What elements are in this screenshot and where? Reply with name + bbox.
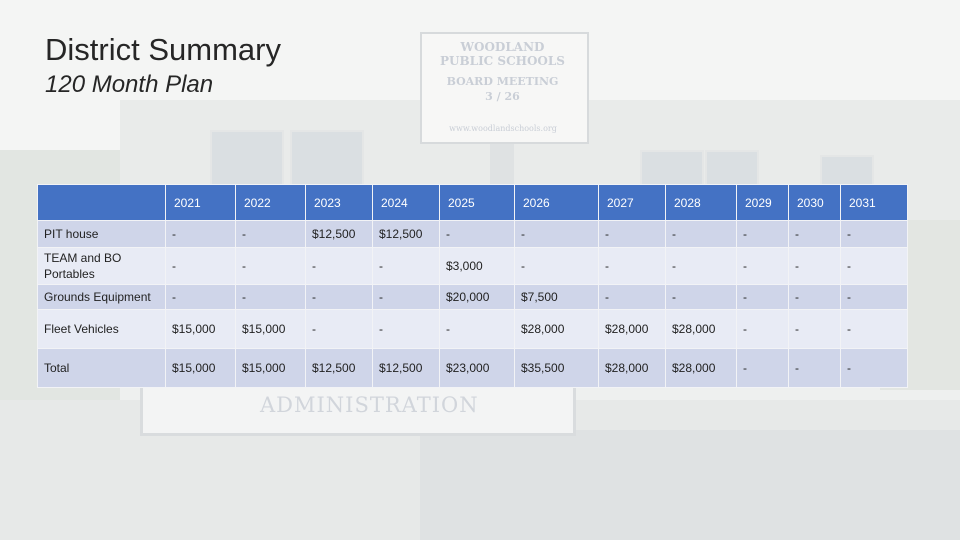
table-row: Fleet Vehicles $15,000 $15,000 - - - $28… xyxy=(37,309,908,349)
row-label: Fleet Vehicles xyxy=(37,309,166,349)
year-header: 2024 xyxy=(372,184,440,221)
row-label: TEAM and BO Portables xyxy=(37,247,166,285)
year-header: 2028 xyxy=(665,184,737,221)
table-cell: - xyxy=(788,348,841,388)
table-cell: - xyxy=(165,284,236,310)
year-header: 2021 xyxy=(165,184,236,221)
table-cell: $12,500 xyxy=(305,348,373,388)
table-cell: - xyxy=(372,284,440,310)
table-row: PIT house - - $12,500 $12,500 - - - - - … xyxy=(37,220,908,248)
row-label: PIT house xyxy=(37,220,166,248)
table-cell: - xyxy=(665,220,737,248)
sign-line: BOARD MEETING xyxy=(446,75,559,88)
table-cell: - xyxy=(840,220,908,248)
table-cell: - xyxy=(665,284,737,310)
table-cell: - xyxy=(439,309,515,349)
table-cell: - xyxy=(598,220,666,248)
table-cell: $12,500 xyxy=(305,220,373,248)
table-cell: - xyxy=(305,284,373,310)
table-cell: - xyxy=(514,220,599,248)
table-cell: $7,500 xyxy=(514,284,599,310)
table-cell: $28,000 xyxy=(514,309,599,349)
table-cell: - xyxy=(305,309,373,349)
table-cell: $35,500 xyxy=(514,348,599,388)
year-header: 2029 xyxy=(736,184,789,221)
header-corner xyxy=(37,184,166,221)
year-header: 2030 xyxy=(788,184,841,221)
table-cell: $23,000 xyxy=(439,348,515,388)
drain-grate xyxy=(420,430,960,540)
table-cell: - xyxy=(840,284,908,310)
table-cell: - xyxy=(372,247,440,285)
table-cell: - xyxy=(788,247,841,285)
table-cell: $12,500 xyxy=(372,220,440,248)
table-cell: - xyxy=(372,309,440,349)
table-header-row: 2021 2022 2023 2024 2025 2026 2027 2028 … xyxy=(37,184,908,221)
table-cell: - xyxy=(840,247,908,285)
table-cell: - xyxy=(736,247,789,285)
table-cell: - xyxy=(840,309,908,349)
table-cell: - xyxy=(235,284,306,310)
table-cell: - xyxy=(736,220,789,248)
sign-line: www.woodlandschools.org xyxy=(449,124,557,133)
table-cell: $28,000 xyxy=(665,348,737,388)
year-header: 2025 xyxy=(439,184,515,221)
marquee-sign xyxy=(420,32,589,144)
table-cell: $28,000 xyxy=(598,309,666,349)
year-header: 2027 xyxy=(598,184,666,221)
table-row: TEAM and BO Portables - - - - $3,000 - -… xyxy=(37,247,908,285)
table-row-total: Total $15,000 $15,000 $12,500 $12,500 $2… xyxy=(37,348,908,388)
table-cell: $15,000 xyxy=(165,309,236,349)
year-header: 2026 xyxy=(514,184,599,221)
table-cell: - xyxy=(514,247,599,285)
table-cell: - xyxy=(788,220,841,248)
table-cell: - xyxy=(598,284,666,310)
table-cell: - xyxy=(439,220,515,248)
table-cell: - xyxy=(305,247,373,285)
table-cell: - xyxy=(235,220,306,248)
table-cell: - xyxy=(665,247,737,285)
table-cell: - xyxy=(165,247,236,285)
table-cell: - xyxy=(840,348,908,388)
table-cell: $15,000 xyxy=(165,348,236,388)
table-cell: - xyxy=(235,247,306,285)
slide-subtitle: 120 Month Plan xyxy=(45,71,214,98)
table-cell: - xyxy=(598,247,666,285)
sign-line: 3 / 26 xyxy=(485,90,520,103)
year-header: 2031 xyxy=(840,184,908,221)
slide-title: District Summary xyxy=(45,32,281,67)
table-cell: $12,500 xyxy=(372,348,440,388)
table-cell: $28,000 xyxy=(665,309,737,349)
plan-table: 2021 2022 2023 2024 2025 2026 2027 2028 … xyxy=(37,184,908,388)
table-cell: - xyxy=(736,309,789,349)
table-cell: - xyxy=(788,309,841,349)
row-label: Total xyxy=(37,348,166,388)
table-cell: $3,000 xyxy=(439,247,515,285)
administration-sign-text: ADMINISTRATION xyxy=(260,393,479,417)
table-cell: $15,000 xyxy=(235,348,306,388)
table-cell: - xyxy=(736,284,789,310)
table-cell: - xyxy=(165,220,236,248)
year-header: 2022 xyxy=(235,184,306,221)
table-cell: $20,000 xyxy=(439,284,515,310)
table-cell: - xyxy=(788,284,841,310)
sign-line: WOODLAND xyxy=(460,40,545,54)
table-cell: $15,000 xyxy=(235,309,306,349)
table-cell: $28,000 xyxy=(598,348,666,388)
sign-line: PUBLIC SCHOOLS xyxy=(440,54,565,68)
year-header: 2023 xyxy=(305,184,373,221)
table-cell: - xyxy=(736,348,789,388)
row-label: Grounds Equipment xyxy=(37,284,166,310)
table-row: Grounds Equipment - - - - $20,000 $7,500… xyxy=(37,284,908,310)
